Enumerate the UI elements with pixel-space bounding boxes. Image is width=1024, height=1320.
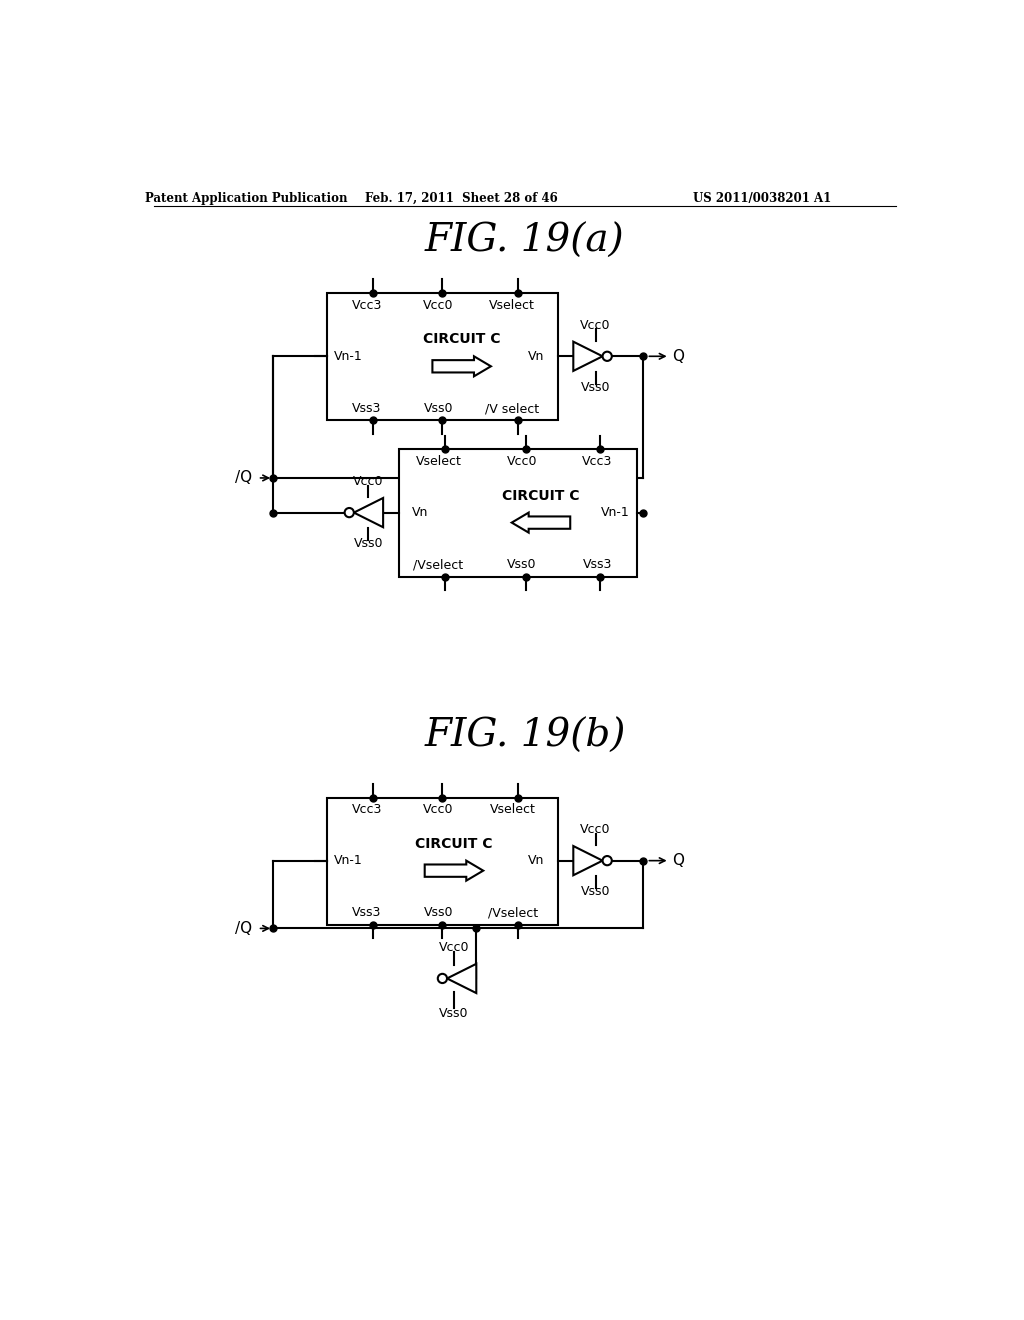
Text: /Vselect: /Vselect [414, 558, 464, 572]
Text: CIRCUIT C: CIRCUIT C [423, 333, 501, 346]
Text: Vss0: Vss0 [581, 884, 610, 898]
FancyArrow shape [432, 356, 490, 376]
Text: Patent Application Publication: Patent Application Publication [144, 191, 347, 205]
Text: Vcc0: Vcc0 [581, 824, 611, 837]
FancyArrow shape [425, 861, 483, 880]
Polygon shape [573, 846, 602, 875]
Circle shape [345, 508, 354, 517]
Text: US 2011/0038201 A1: US 2011/0038201 A1 [693, 191, 831, 205]
Text: /V select: /V select [484, 403, 539, 416]
Text: Vcc0: Vcc0 [423, 804, 454, 816]
Text: Vcc3: Vcc3 [582, 455, 612, 469]
Text: Vselect: Vselect [416, 455, 462, 469]
Text: Vcc0: Vcc0 [581, 319, 611, 333]
Text: Vcc0: Vcc0 [507, 455, 537, 469]
Text: Vcc0: Vcc0 [438, 941, 469, 954]
Text: /Q: /Q [236, 470, 252, 486]
Text: Feb. 17, 2011  Sheet 28 of 46: Feb. 17, 2011 Sheet 28 of 46 [366, 191, 558, 205]
Text: Vn: Vn [528, 350, 545, 363]
Text: CIRCUIT C: CIRCUIT C [502, 488, 580, 503]
Polygon shape [573, 342, 602, 371]
Text: Vss0: Vss0 [581, 380, 610, 393]
Text: Vcc0: Vcc0 [353, 475, 384, 488]
Bar [327, 293, 558, 420]
Text: Vn-1: Vn-1 [601, 506, 630, 519]
Text: Vn: Vn [528, 854, 545, 867]
Text: Vcc0: Vcc0 [423, 298, 454, 312]
Text: Vselect: Vselect [490, 804, 537, 816]
Text: Vss0: Vss0 [507, 558, 537, 572]
Text: Vn-1: Vn-1 [334, 350, 362, 363]
Text: Vselect: Vselect [488, 298, 535, 312]
Polygon shape [354, 498, 383, 527]
Text: Q: Q [672, 348, 684, 364]
Text: FIG. 19(a): FIG. 19(a) [425, 223, 625, 260]
Text: Vn: Vn [412, 506, 428, 519]
Circle shape [602, 351, 611, 360]
Text: Vn-1: Vn-1 [334, 854, 362, 867]
Bar [398, 449, 637, 577]
Text: Vss0: Vss0 [424, 403, 454, 416]
Circle shape [602, 855, 611, 866]
Circle shape [438, 974, 447, 983]
Bar [327, 797, 558, 924]
FancyArrow shape [512, 512, 570, 533]
Polygon shape [447, 964, 476, 993]
Text: Vss0: Vss0 [353, 537, 383, 550]
Text: Vss3: Vss3 [352, 403, 382, 416]
Text: FIG. 19(b): FIG. 19(b) [424, 717, 626, 755]
Text: /Q: /Q [236, 921, 252, 936]
Text: Vss3: Vss3 [352, 907, 382, 920]
Text: CIRCUIT C: CIRCUIT C [415, 837, 493, 850]
Text: Vcc3: Vcc3 [352, 298, 382, 312]
Text: Vss0: Vss0 [439, 1007, 469, 1019]
Text: Q: Q [672, 853, 684, 869]
Text: Vss0: Vss0 [424, 907, 454, 920]
Text: /Vselect: /Vselect [488, 907, 539, 920]
Text: Vss3: Vss3 [583, 558, 612, 572]
Text: Vcc3: Vcc3 [352, 804, 382, 816]
